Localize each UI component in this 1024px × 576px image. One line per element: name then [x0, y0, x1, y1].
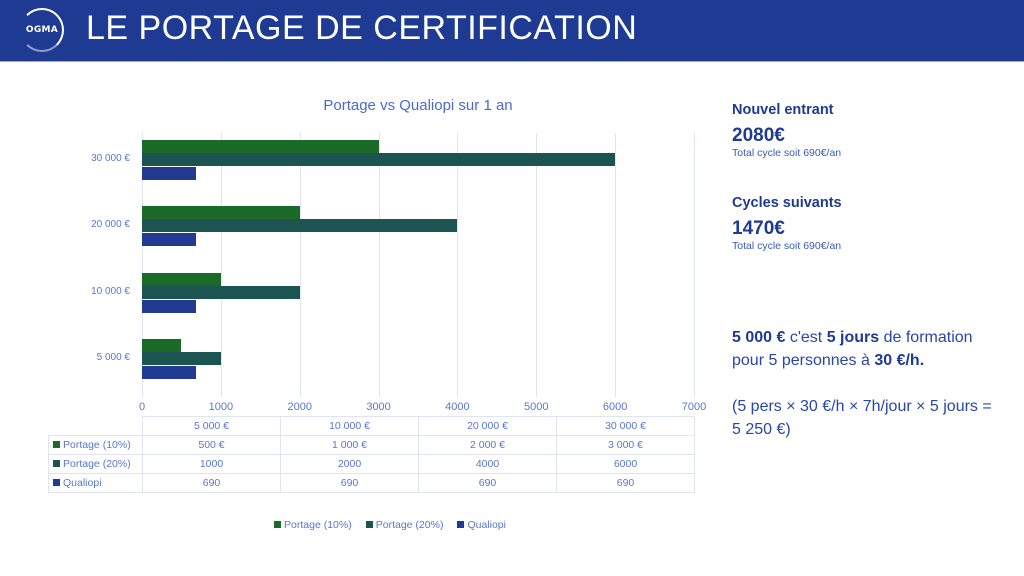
gridline [142, 133, 143, 397]
bar-portage-20--1 [142, 286, 300, 300]
bar-portage-10--2 [142, 206, 300, 219]
bar-qualiopi-1 [142, 299, 197, 313]
example-calculation: (5 pers × 30 €/h × 7h/jour × 5 jours = 5… [732, 398, 992, 438]
table-cell: 1 000 € [280, 435, 419, 455]
page-title: LE PORTAGE DE CERTIFICATION [86, 9, 638, 47]
table-header-cell: 20 000 € [418, 416, 557, 436]
table-row: Qualiopi 690 690 690 690 [48, 473, 695, 493]
bar-qualiopi-3 [142, 166, 197, 180]
table-cell: 690 [556, 473, 695, 493]
ogma-logo: OGMA [20, 8, 64, 52]
category-label: 30 000 € [91, 153, 130, 164]
table-cell: 500 € [142, 435, 281, 455]
x-tick-label: 4000 [445, 401, 470, 413]
x-tick-label: 7000 [681, 401, 707, 413]
bar-qualiopi-2 [142, 232, 197, 246]
new-entrant-price: 2080€ [732, 125, 785, 146]
x-tick-label: 2000 [287, 401, 312, 413]
legend-swatch-icon [365, 521, 373, 528]
table-row: Portage (10%) 500 €1 000 €2 000 €3 000 € [48, 435, 695, 455]
table-cell: 1000 [142, 454, 281, 474]
bar-portage-20--3 [142, 153, 616, 167]
table-cell: 2 000 € [418, 435, 557, 455]
x-tick-label: 0 [138, 401, 146, 413]
gridline [378, 133, 380, 397]
next-cycles-price: 1470€ [732, 218, 785, 239]
legend-swatch-icon [53, 441, 60, 448]
gridline [615, 133, 617, 397]
header-bar: OGMA LE PORTAGE DE CERTIFICATION [0, 0, 1024, 62]
table-row-label: Portage (10%) [48, 435, 143, 455]
example-text-1: c'est [785, 329, 827, 346]
table-cell: 2000 [280, 454, 419, 474]
chart-legend: Portage (10%) Portage (20%) Qualiopi [0, 519, 760, 531]
category-label: 10 000 € [91, 286, 130, 297]
next-cycles-heading: Cycles suivants [732, 195, 842, 211]
gridline [457, 133, 459, 397]
table-header-cell: 30 000 € [556, 416, 695, 436]
bar-portage-20--2 [142, 219, 458, 233]
legend-item: Portage (10%) [274, 519, 352, 531]
new-entrant-note: Total cycle soit 690€/an [732, 147, 842, 159]
bar-portage-10--3 [142, 140, 379, 153]
new-entrant-block: Nouvel entrant 2080€ Total cycle soit 69… [732, 102, 841, 159]
example-days: 5 jours [826, 329, 880, 346]
gridline [220, 133, 222, 397]
x-tick-label: 5000 [524, 401, 549, 413]
chart-data-table: 5 000 €10 000 €20 000 €30 000 € Portage (… [48, 416, 695, 493]
legend-swatch-icon [457, 521, 465, 528]
category-label: 5 000 € [96, 352, 130, 363]
x-tick-label: 3000 [366, 401, 391, 413]
table-cell: 4000 [418, 454, 557, 474]
example-text: 5 000 € c'est 5 jours de formation pour … [732, 326, 992, 441]
bar-qualiopi-0 [142, 365, 197, 379]
example-rate: 30 €/h. [874, 352, 925, 369]
new-entrant-heading: Nouvel entrant [732, 102, 834, 118]
legend-swatch-icon [274, 521, 282, 528]
bar-portage-10--1 [142, 273, 221, 286]
table-header-cell: 10 000 € [280, 416, 419, 436]
logo-text: OGMA [25, 25, 59, 35]
table-row-label: Qualiopi [48, 473, 143, 493]
bar-portage-20--0 [142, 352, 221, 366]
table-row-label: Portage (20%) [48, 454, 143, 474]
gridline [694, 133, 695, 397]
x-tick-label: 6000 [602, 401, 628, 413]
chart-title: Portage vs Qualiopi sur 1 an [323, 97, 513, 114]
table-cell: 6000 [556, 454, 695, 474]
table-row: Portage (20%) 1000 2000 4000 6000 [48, 454, 695, 474]
example-amount: 5 000 € [732, 329, 786, 346]
gridline [536, 133, 538, 397]
next-cycles-block: Cycles suivants 1470€ Total cycle soit 6… [732, 195, 842, 252]
legend-item: Portage (20%) [365, 519, 443, 531]
table-cell: 690 [142, 473, 281, 493]
next-cycles-note: Total cycle soit 690€/an [732, 240, 842, 252]
table-cell: 690 [418, 473, 557, 493]
x-tick-label: 1000 [208, 401, 234, 413]
table-cell: 690 [280, 473, 419, 493]
category-label: 20 000 € [91, 219, 130, 230]
gridline [299, 133, 301, 397]
bar-portage-10--0 [142, 339, 182, 352]
table-corner [48, 416, 143, 436]
legend-swatch-icon [53, 460, 60, 467]
example-text-2: de formation pour 5 personnes à [732, 329, 973, 369]
table-cell: 3 000 € [556, 435, 695, 455]
chart-plot-area [142, 133, 695, 397]
table-header-cell: 5 000 € [142, 416, 281, 436]
legend-item: Qualiopi [457, 519, 506, 531]
legend-swatch-icon [53, 479, 60, 486]
